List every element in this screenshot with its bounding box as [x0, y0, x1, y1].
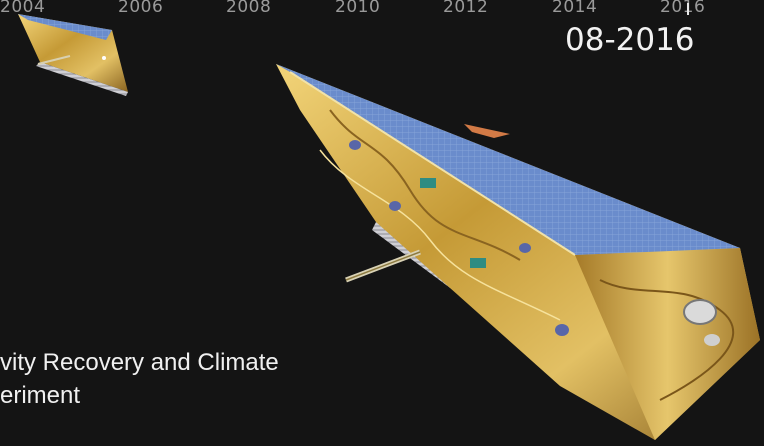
year-label: 2004: [0, 0, 46, 17]
year-label: 2014: [552, 0, 598, 17]
trailing-satellite: [18, 14, 128, 96]
caption-line-1: vity Recovery and Climate: [0, 349, 279, 376]
timeline-marker: [687, 3, 689, 15]
year-label: 2006: [118, 0, 164, 17]
caption: vity Recovery and Climate eriment: [0, 346, 279, 412]
year-timeline: 2004 2006 2008 2010 2012 2014 2016: [0, 0, 764, 19]
year-label: 2012: [443, 0, 489, 17]
year-label: 2008: [226, 0, 272, 17]
current-date: 08-2016: [565, 22, 695, 58]
main-satellite: [276, 64, 760, 440]
caption-line-2: eriment: [0, 382, 81, 409]
year-label: 2016: [660, 0, 706, 17]
year-label: 2010: [335, 0, 381, 17]
